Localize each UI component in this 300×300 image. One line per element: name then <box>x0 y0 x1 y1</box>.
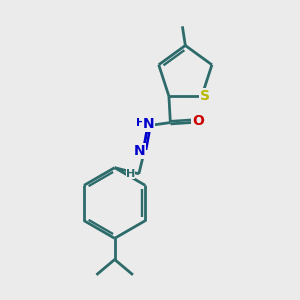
Text: H: H <box>126 169 135 179</box>
Text: O: O <box>192 114 204 128</box>
Text: S: S <box>200 89 210 103</box>
Text: N: N <box>143 117 154 131</box>
Text: H: H <box>136 118 146 128</box>
Text: N: N <box>134 144 145 158</box>
